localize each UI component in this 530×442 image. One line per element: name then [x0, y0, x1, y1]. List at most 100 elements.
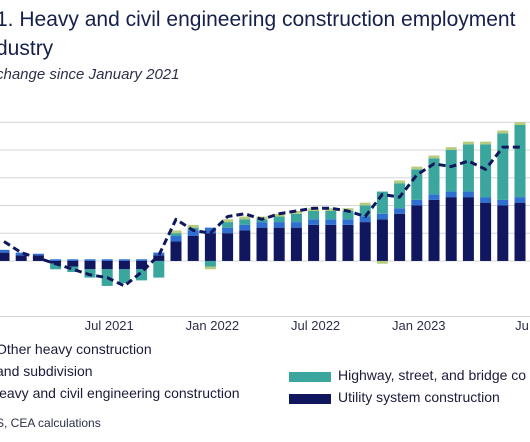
- chart-plot: Jul 2021 Jan 2022 Jul 2022 Jan 2023 Ju: [0, 121, 530, 333]
- bar-utility-6: [101, 260, 113, 270]
- bar-land-24: [411, 199, 423, 206]
- legend-label-highway: Highway, street, and bridge co: [338, 367, 527, 383]
- bar-utility-19: [325, 224, 337, 261]
- bar-utility-13: [222, 233, 234, 261]
- bar-other-30: [514, 122, 526, 125]
- bar-land-27: [462, 191, 474, 198]
- bar-land-19: [325, 219, 337, 225]
- bar-utility-18: [308, 224, 320, 261]
- bar-highway-8: [136, 269, 148, 281]
- bar-highway-16: [273, 216, 285, 223]
- bar-utility-7: [118, 260, 130, 270]
- bar-utility-28: [480, 202, 492, 261]
- chart-title-line2: dustry: [0, 37, 54, 60]
- legend-label-other: Other heavy construction: [0, 341, 152, 357]
- bar-land-17: [290, 222, 302, 228]
- legend-swatch-utility: [289, 394, 331, 404]
- bar-land-10: [170, 235, 182, 242]
- bar-other-19: [325, 208, 337, 211]
- legend-label-total: leavy and civil engineering construction: [0, 385, 240, 401]
- legend-label-utility: Utility system construction: [338, 389, 500, 405]
- bar-highway-9: [153, 260, 165, 278]
- bar-other-29: [497, 130, 509, 134]
- bar-land-23: [394, 208, 406, 214]
- bar-land-21: [359, 216, 371, 223]
- bar-other-25: [428, 155, 440, 159]
- bar-land-0: [0, 249, 10, 253]
- bar-utility-23: [394, 213, 406, 261]
- bar-utility-9: [153, 255, 165, 261]
- bar-utility-17: [290, 227, 302, 261]
- bar-other-10: [170, 230, 182, 234]
- bar-highway-21: [359, 205, 371, 217]
- legend-swatch-highway: [289, 372, 331, 382]
- bar-highway-27: [462, 144, 474, 192]
- bar-other-21: [359, 202, 371, 206]
- bar-highway-24: [411, 169, 423, 200]
- bar-land-16: [273, 222, 285, 228]
- bar-land-26: [445, 191, 457, 198]
- bar-land-8: [136, 259, 148, 261]
- chart-title-line1: 1. Heavy and civil engineering construct…: [0, 8, 516, 31]
- bar-highway-14: [239, 219, 251, 225]
- chart-source-note: S, CEA calculations: [0, 416, 101, 430]
- bar-utility-22: [376, 219, 388, 261]
- bar-land-18: [308, 219, 320, 225]
- bar-utility-15: [256, 227, 268, 261]
- bar-land-15: [256, 222, 268, 228]
- bar-highway-25: [428, 158, 440, 195]
- bar-utility-16: [273, 227, 285, 261]
- bar-utility-25: [428, 199, 440, 261]
- bar-other-13: [222, 219, 234, 223]
- bar-highway-26: [445, 149, 457, 192]
- bar-highway-12: [204, 260, 216, 267]
- bar-land-5: [84, 259, 96, 261]
- bar-utility-1: [15, 255, 27, 261]
- bar-highway-17: [290, 213, 302, 223]
- bar-utility-20: [342, 224, 354, 261]
- bar-land-4: [67, 259, 79, 261]
- chart-subtitle: change since January 2021: [0, 66, 180, 83]
- legend-label-land: and subdivision: [0, 363, 93, 379]
- bar-other-14: [239, 216, 251, 220]
- bar-land-2: [32, 253, 44, 256]
- x-tick-label-1: Jan 2022: [186, 318, 240, 333]
- bar-utility-29: [497, 205, 509, 261]
- bar-highway-22: [376, 191, 388, 214]
- bar-land-30: [514, 197, 526, 203]
- bar-highway-18: [308, 211, 320, 220]
- bar-other-24: [411, 166, 423, 170]
- bar-utility-26: [445, 197, 457, 261]
- total-employment-line: [3, 145, 520, 288]
- bar-utility-8: [136, 260, 148, 270]
- bar-other-28: [480, 141, 492, 145]
- bar-highway-13: [222, 222, 234, 228]
- bar-utility-10: [170, 241, 182, 261]
- bar-utility-27: [462, 197, 474, 261]
- bar-utility-24: [411, 205, 423, 261]
- bar-other-12: [204, 266, 216, 270]
- bar-land-7: [118, 259, 130, 261]
- bar-highway-4: [67, 266, 79, 273]
- bar-highway-20: [342, 211, 354, 220]
- bar-land-12: [204, 227, 216, 234]
- bar-land-6: [101, 259, 113, 261]
- bar-highway-3: [50, 263, 62, 270]
- bar-land-28: [480, 197, 492, 203]
- x-tick-label-4: Ju: [515, 318, 529, 333]
- bar-land-20: [342, 219, 354, 225]
- bar-other-23: [394, 180, 406, 184]
- bar-highway-10: [170, 233, 182, 236]
- bar-land-25: [428, 194, 440, 200]
- bar-utility-12: [204, 233, 216, 261]
- bar-land-14: [239, 224, 251, 231]
- bar-utility-11: [187, 235, 199, 261]
- bar-land-22: [376, 213, 388, 220]
- bar-utility-14: [239, 230, 251, 261]
- x-tick-label-3: Jan 2023: [392, 318, 446, 333]
- bar-highway-7: [118, 269, 130, 284]
- bar-utility-4: [67, 260, 79, 267]
- bar-other-27: [462, 141, 474, 145]
- bar-land-29: [497, 199, 509, 206]
- bar-land-13: [222, 227, 234, 234]
